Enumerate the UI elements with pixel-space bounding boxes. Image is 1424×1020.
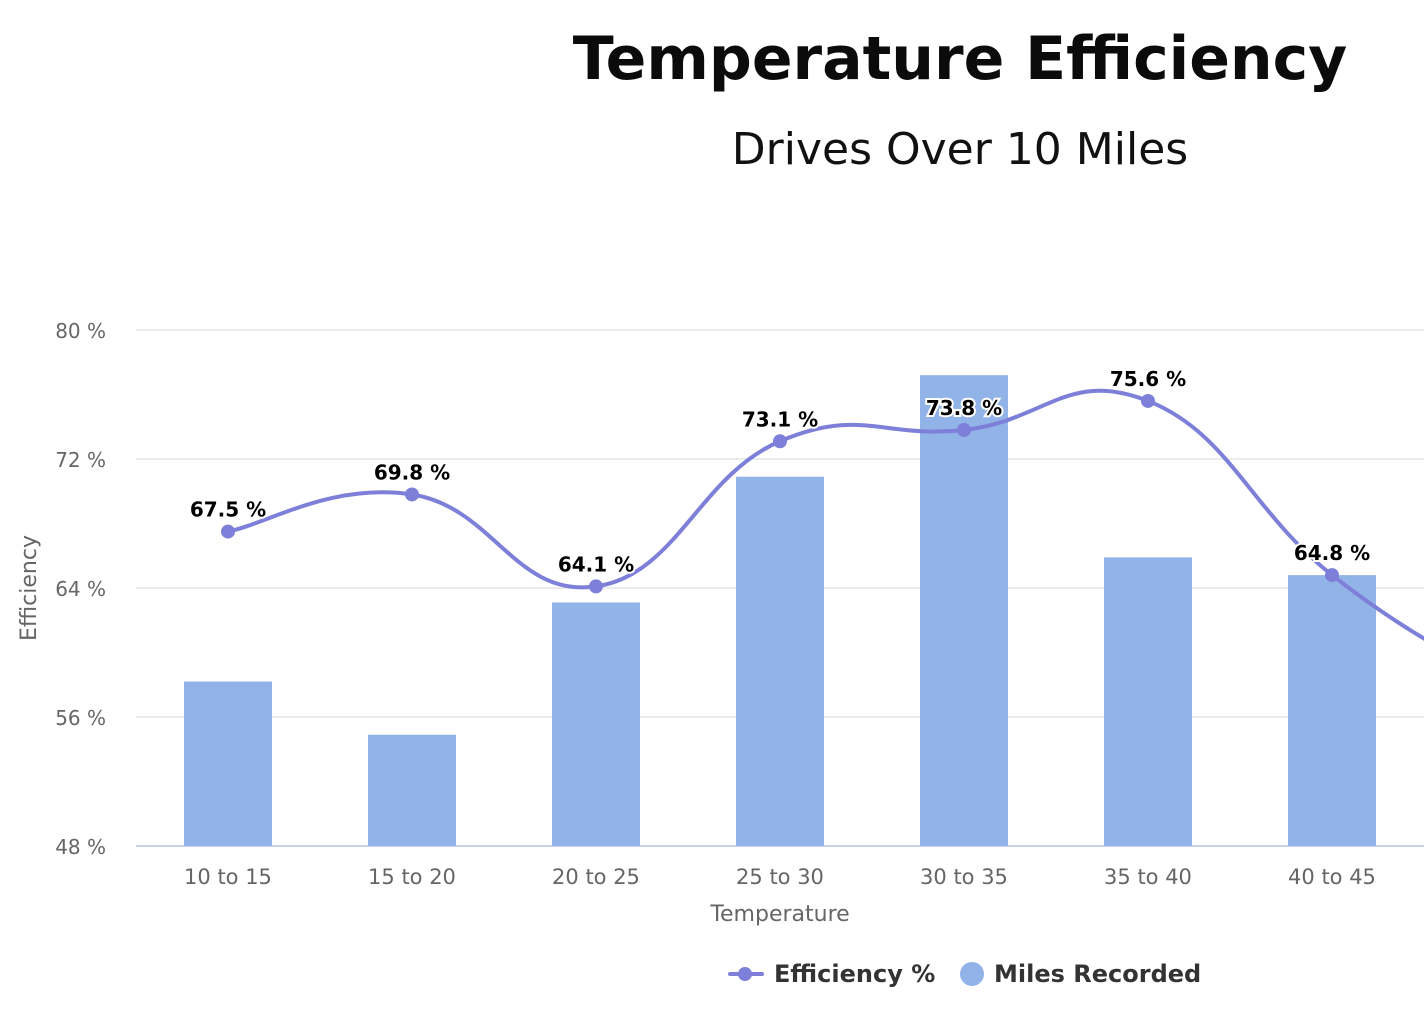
- y-axis-title: Efficiency: [17, 535, 42, 641]
- x-tick-label: 30 to 35: [920, 865, 1008, 889]
- efficiency-line: [226, 388, 1424, 641]
- chart-title: Temperature Efficiency: [572, 24, 1348, 94]
- x-tick-label: 25 to 30: [736, 865, 824, 889]
- efficiency-data-label: 67.5 %: [190, 498, 266, 522]
- efficiency-data-label: 73.1 %: [742, 407, 818, 431]
- x-tick-label: 35 to 40: [1104, 865, 1192, 889]
- efficiency-data-label: 64.1 %: [558, 552, 634, 576]
- chart-legend: Efficiency % Miles Recorded: [0, 960, 1424, 996]
- y-tick-label: 64 %: [55, 577, 106, 601]
- y-tick-label: 48 %: [55, 835, 106, 859]
- efficiency-point: [221, 524, 235, 539]
- y-tick-label: 80 %: [55, 319, 106, 343]
- legend-label-efficiency: Efficiency %: [774, 960, 936, 988]
- chart-subtitle: Drives Over 10 Miles: [731, 124, 1189, 175]
- legend-label-miles: Miles Recorded: [994, 960, 1202, 988]
- legend-line-swatch-icon: [728, 964, 764, 984]
- efficiency-data-label: 64.8 %: [1294, 541, 1370, 565]
- efficiency-point: [405, 487, 419, 502]
- efficiency-data-label: 73.8 %: [926, 396, 1002, 420]
- bar-miles-recorded: [1104, 557, 1192, 846]
- bar-miles-recorded: [184, 681, 272, 846]
- y-tick-label: 72 %: [55, 448, 106, 472]
- efficiency-point: [589, 579, 603, 594]
- bar-miles-recorded: [368, 734, 456, 846]
- x-tick-label: 20 to 25: [552, 865, 640, 889]
- efficiency-point: [773, 434, 787, 449]
- efficiency-data-label: 69.8 %: [374, 460, 450, 484]
- legend-dot-swatch-icon: [960, 962, 984, 986]
- bar-miles-recorded: [736, 476, 824, 846]
- y-tick-label: 56 %: [55, 706, 106, 730]
- x-tick-label: 15 to 20: [368, 865, 456, 889]
- efficiency-data-label: 75.6 %: [1110, 367, 1186, 391]
- x-tick-label: 10 to 15: [184, 865, 272, 889]
- efficiency-point: [957, 422, 971, 437]
- x-axis-title: Temperature: [709, 902, 849, 927]
- bar-miles-recorded: [1288, 575, 1376, 846]
- efficiency-point: [1141, 393, 1155, 408]
- legend-item-efficiency[interactable]: Efficiency %: [728, 960, 935, 988]
- x-tick-label: 40 to 45: [1288, 865, 1376, 889]
- efficiency-point: [1325, 568, 1339, 583]
- legend-item-miles[interactable]: Miles Recorded: [960, 960, 1201, 988]
- bar-miles-recorded: [552, 602, 640, 846]
- bar-miles-recorded: [920, 375, 1008, 846]
